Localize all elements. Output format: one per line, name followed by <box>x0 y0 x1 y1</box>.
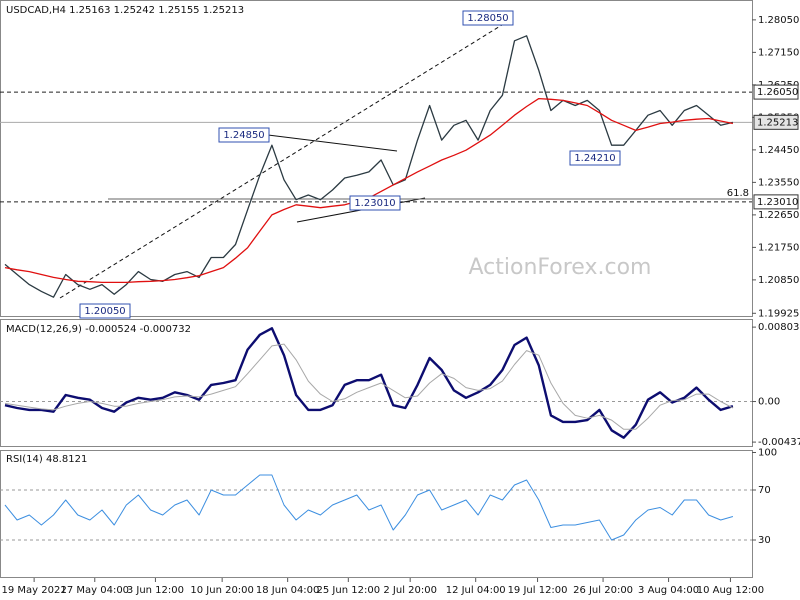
y-tick-label: 70 <box>758 485 771 496</box>
fib-label: 61.8 <box>727 188 749 199</box>
annotation-label: 1.20050 <box>84 306 125 317</box>
level-label: 1.25213 <box>757 117 798 128</box>
annotation-label: 1.24210 <box>574 153 615 164</box>
x-tick-label: 25 Jun 12:00 <box>317 585 381 596</box>
x-tick-label: 19 May 2021 <box>2 585 67 596</box>
annotation-label: 1.24850 <box>223 130 264 141</box>
x-tick-label: 10 Jun 20:00 <box>190 585 254 596</box>
y-tick-label: 1.24450 <box>758 145 799 156</box>
x-tick-label: 3 Aug 04:00 <box>638 585 699 596</box>
y-tick-label: 1.19925 <box>758 308 799 319</box>
level-label-box <box>753 114 799 130</box>
y-tick-label: 0.00 <box>758 397 780 408</box>
level-label: 1.23010 <box>757 197 798 208</box>
x-tick-label: 27 May 04:00 <box>60 585 129 596</box>
price-line <box>4 35 734 298</box>
y-tick-label: 1.20850 <box>758 275 799 286</box>
x-tick-label: 19 Jul 12:00 <box>508 585 568 596</box>
x-tick-label: 12 Jul 04:00 <box>446 585 506 596</box>
annotation-box <box>462 10 514 26</box>
annotation-box <box>569 150 621 166</box>
triangle-upper-line <box>267 134 398 152</box>
macd-line <box>4 327 734 439</box>
y-tick-label: 1.27150 <box>758 47 799 58</box>
macd-line <box>4 343 734 430</box>
rsi-panel-title: RSI(14) 48.8121 <box>6 454 87 465</box>
watermark: ActionForex.com <box>469 255 652 280</box>
y-tick-label: 0.008032 <box>758 322 800 333</box>
x-tick-label: 18 Jun 04:00 <box>256 585 320 596</box>
price-panel-frame <box>0 0 753 317</box>
level-label: 1.26050 <box>757 87 798 98</box>
rsi-panel-frame <box>0 450 753 578</box>
y-tick-label: 1.23550 <box>758 177 799 188</box>
y-tick-label: 1.28050 <box>758 15 799 26</box>
annotation-label: 1.23010 <box>354 198 395 209</box>
annotation-label: 1.28050 <box>467 13 508 24</box>
annotation-box <box>218 127 270 143</box>
y-tick-label: 1.22650 <box>758 210 799 221</box>
level-label-box <box>753 194 799 210</box>
macd-panel-frame <box>0 319 753 447</box>
y-tick-label: -0.004379 <box>758 437 800 448</box>
annotation-box <box>349 195 401 211</box>
annotation-box <box>79 303 131 319</box>
y-tick-label: 1.21750 <box>758 242 799 253</box>
x-tick-label: 10 Aug 12:00 <box>697 585 764 596</box>
x-tick-label: 2 Jul 20:00 <box>383 585 437 596</box>
price-panel-title: USDCAD,H4 1.25163 1.25242 1.25155 1.2521… <box>6 5 244 16</box>
y-tick-label: 30 <box>758 535 771 546</box>
macd-panel-title: MACD(12,26,9) -0.000524 -0.000732 <box>6 324 191 335</box>
rsi-line <box>4 474 734 541</box>
level-label-box <box>753 84 799 100</box>
y-tick-label: 100 <box>758 448 777 459</box>
x-tick-label: 3 Jun 12:00 <box>127 585 184 596</box>
x-tick-label: 26 Jul 20:00 <box>573 585 633 596</box>
